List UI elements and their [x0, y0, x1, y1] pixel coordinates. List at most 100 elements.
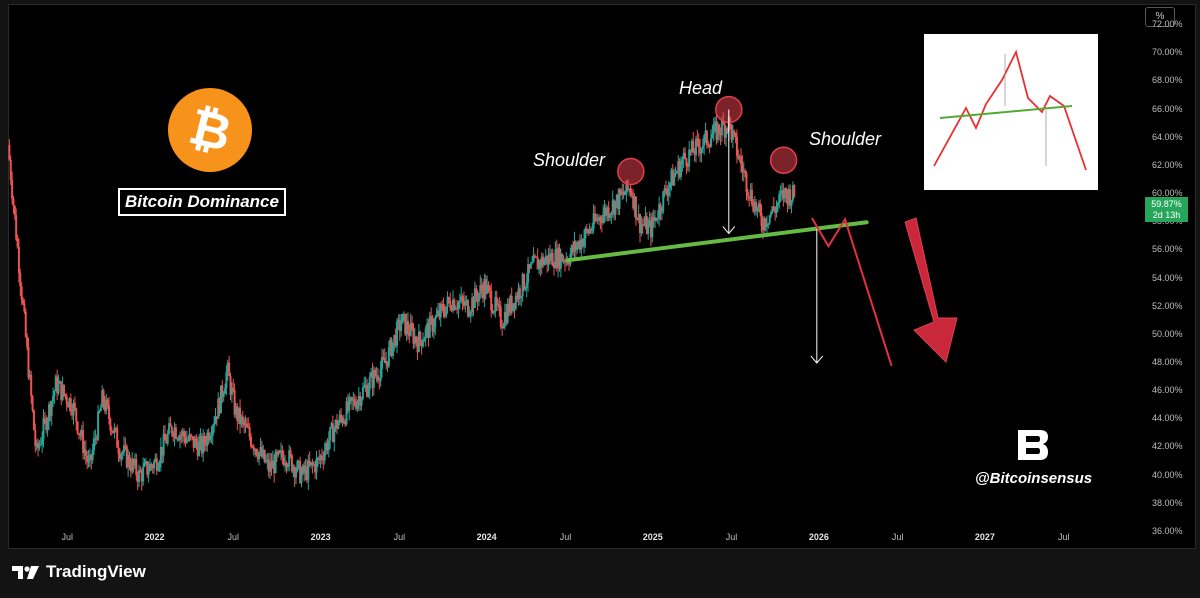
candle: [776, 202, 779, 207]
bar-countdown: 2d 13h: [1152, 210, 1181, 220]
candle: [219, 385, 222, 414]
candle: [37, 442, 40, 449]
candle: [658, 204, 661, 219]
candle: [415, 336, 418, 343]
candle: [124, 445, 127, 447]
candle: [516, 295, 519, 300]
candle: [350, 397, 353, 402]
candle: [509, 295, 512, 314]
bitcoinsensus-b-icon: [1018, 430, 1048, 460]
candle: [254, 448, 257, 451]
candle: [484, 279, 487, 294]
candle: [203, 436, 206, 444]
candle: [622, 191, 625, 195]
y-tick-label: 56.00%: [1152, 244, 1183, 255]
candle: [275, 451, 278, 456]
y-tick-label: 50.00%: [1152, 328, 1183, 339]
candle: [521, 273, 524, 297]
candle: [173, 427, 176, 437]
tradingview-logo[interactable]: TradingView: [12, 562, 146, 582]
candle: [563, 260, 566, 263]
y-tick-label: 60.00%: [1152, 188, 1183, 199]
candle: [718, 124, 721, 134]
platform-name: TradingView: [46, 562, 146, 581]
candle: [28, 374, 31, 378]
candle: [464, 300, 467, 306]
candle: [689, 149, 692, 152]
candle: [123, 445, 126, 453]
left-shoulder-label: Shoulder: [533, 150, 606, 170]
candle: [674, 173, 677, 175]
candle: [233, 390, 236, 415]
candle: [155, 458, 158, 471]
candle: [522, 273, 525, 290]
candle: [694, 138, 697, 155]
candle: [210, 435, 213, 438]
candle: [693, 152, 696, 155]
candle: [649, 220, 652, 238]
candle: [630, 192, 633, 196]
candle: [256, 454, 259, 460]
candle: [639, 214, 642, 233]
candle: [68, 398, 71, 408]
candle: [289, 450, 292, 456]
candle: [49, 404, 52, 416]
candle: [335, 420, 338, 429]
candle: [129, 466, 132, 472]
candle: [669, 182, 672, 189]
candle: [381, 356, 384, 370]
candle: [573, 241, 576, 252]
candle: [761, 225, 764, 231]
candle: [578, 240, 581, 250]
candle: [770, 212, 773, 216]
candle: [42, 418, 45, 439]
candle: [157, 467, 160, 471]
candle: [656, 218, 659, 221]
candle: [763, 218, 766, 231]
candle: [764, 218, 767, 227]
last-price-tag: 59.87% 2d 13h: [1145, 197, 1188, 222]
candle: [20, 286, 23, 300]
candle: [196, 444, 199, 456]
candle: [264, 460, 267, 462]
candle: [465, 300, 468, 302]
candle: [180, 434, 183, 436]
candle: [460, 296, 463, 302]
candle: [533, 255, 536, 257]
candle: [170, 426, 173, 434]
candle: [681, 159, 684, 165]
candle: [108, 405, 111, 419]
candle: [768, 215, 771, 224]
candle: [614, 200, 617, 215]
candle: [12, 198, 15, 206]
candle: [248, 427, 251, 437]
candle: [214, 416, 217, 424]
candle: [372, 369, 375, 388]
candle: [757, 203, 760, 208]
candle: [469, 312, 472, 316]
candle: [434, 317, 437, 328]
candle: [688, 149, 691, 167]
candle: [780, 190, 783, 194]
candle: [8, 144, 11, 160]
candle: [570, 245, 573, 254]
y-tick-label: 46.00%: [1152, 385, 1183, 396]
chart-title: Bitcoin Dominance: [118, 188, 286, 216]
candle: [251, 446, 254, 448]
candle: [224, 388, 227, 394]
candle: [645, 216, 648, 234]
scale-unit-button[interactable]: %: [1145, 7, 1175, 27]
x-tick-label: Jul: [393, 532, 406, 542]
candle: [424, 328, 427, 339]
x-tick-label: 2026: [808, 532, 829, 542]
candle: [746, 192, 749, 197]
candle: [431, 317, 434, 332]
candle: [382, 356, 385, 359]
candle: [438, 310, 441, 318]
candle: [143, 462, 146, 467]
candle: [755, 202, 758, 212]
candle: [295, 471, 298, 478]
candle: [342, 420, 345, 424]
candle: [396, 321, 399, 347]
